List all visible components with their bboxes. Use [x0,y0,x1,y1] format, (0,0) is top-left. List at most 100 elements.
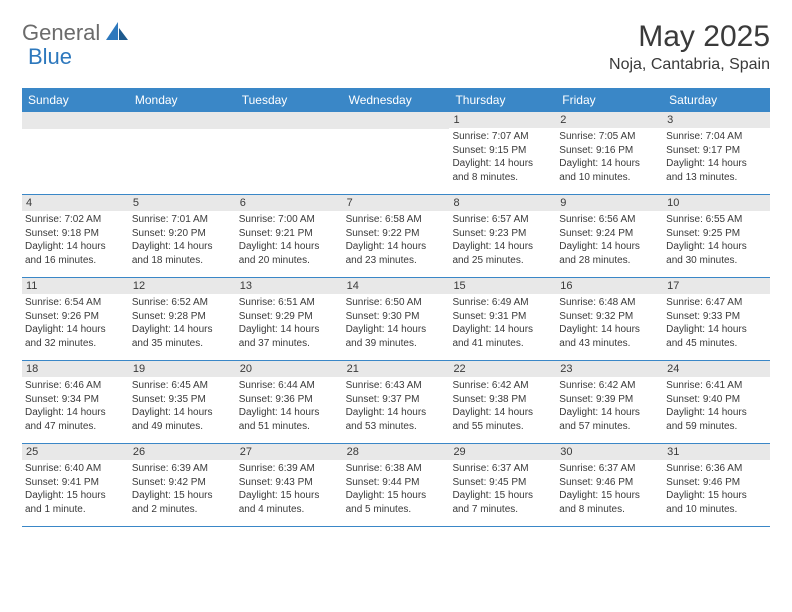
calendar-day: 26Sunrise: 6:39 AMSunset: 9:42 PMDayligh… [129,444,236,526]
day-info: Sunrise: 6:46 AMSunset: 9:34 PMDaylight:… [25,379,126,433]
day-info: Sunrise: 6:37 AMSunset: 9:46 PMDaylight:… [559,462,660,516]
day-number: 30 [556,444,663,460]
day-info-line: Sunset: 9:45 PM [452,476,553,490]
weekday-sun: Sunday [22,89,129,111]
day-info: Sunrise: 6:45 AMSunset: 9:35 PMDaylight:… [132,379,233,433]
calendar-day: 19 Sunrise: 6:45 AMSunset: 9:35 PMDayligh… [129,361,236,443]
day-number: 29 [449,444,556,460]
day-info-line: Sunrise: 6:39 AM [132,462,233,476]
day-number: 9 [556,195,663,211]
day-info: Sunrise: 6:39 AMSunset: 9:42 PMDaylight:… [132,462,233,516]
calendar-day: 28Sunrise: 6:38 AMSunset: 9:44 PMDayligh… [343,444,450,526]
weekday-sat: Saturday [663,89,770,111]
calendar-day [236,112,343,194]
day-info-line: Sunrise: 6:42 AM [559,379,660,393]
calendar-day: 27Sunrise: 6:39 AMSunset: 9:43 PMDayligh… [236,444,343,526]
day-info-line: Sunset: 9:25 PM [666,227,767,241]
day-info: Sunrise: 6:36 AMSunset: 9:46 PMDaylight:… [666,462,767,516]
day-number: 1 [449,112,556,128]
day-info-line: Sunset: 9:32 PM [559,310,660,324]
day-info: Sunrise: 6:52 AMSunset: 9:28 PMDaylight:… [132,296,233,350]
day-info-line: Sunrise: 6:58 AM [346,213,447,227]
calendar-day: 4Sunrise: 7:02 AMSunset: 9:18 PMDaylight… [22,195,129,277]
calendar-day: 16Sunrise: 6:48 AMSunset: 9:32 PMDayligh… [556,278,663,360]
calendar-day: 12 Sunrise: 6:52 AMSunset: 9:28 PMDayligh… [129,278,236,360]
calendar-day: 11 Sunrise: 6:54 AMSunset: 9:26 PMDayligh… [22,278,129,360]
day-info-line: Sunset: 9:26 PM [25,310,126,324]
day-info-line: and 57 minutes. [559,420,660,434]
day-number: 12 [129,278,236,294]
day-info-line: and 59 minutes. [666,420,767,434]
day-info: Sunrise: 6:58 AMSunset: 9:22 PMDaylight:… [346,213,447,267]
day-info-line: Sunrise: 6:37 AM [559,462,660,476]
day-number: 27 [236,444,343,460]
day-info-line: and 25 minutes. [452,254,553,268]
calendar-day: 10Sunrise: 6:55 AMSunset: 9:25 PMDayligh… [663,195,770,277]
logo-blue-text: Blue [28,44,72,70]
calendar-day: 21Sunrise: 6:43 AMSunset: 9:37 PMDayligh… [343,361,450,443]
day-number: 13 [236,278,343,294]
day-info-line: Daylight: 14 hours [666,323,767,337]
day-info-line: Daylight: 14 hours [452,323,553,337]
calendar-week: 18Sunrise: 6:46 AMSunset: 9:34 PMDayligh… [22,360,770,443]
day-info-line: Daylight: 14 hours [25,240,126,254]
day-info: Sunrise: 6:41 AMSunset: 9:40 PMDaylight:… [666,379,767,433]
day-info-line: Daylight: 14 hours [239,240,340,254]
day-info-line: Sunrise: 7:02 AM [25,213,126,227]
day-info-line: Daylight: 14 hours [559,157,660,171]
day-info-line: Daylight: 15 hours [25,489,126,503]
day-number: 28 [343,444,450,460]
day-info: Sunrise: 6:44 AMSunset: 9:36 PMDaylight:… [239,379,340,433]
calendar-day: 1Sunrise: 7:07 AMSunset: 9:15 PMDaylight… [449,112,556,194]
day-number: 19 [129,361,236,377]
day-info-line: Daylight: 15 hours [559,489,660,503]
day-number: 3 [663,112,770,128]
weekday-wed: Wednesday [343,89,450,111]
logo-sail-icon [106,22,128,45]
day-info-line: Sunset: 9:24 PM [559,227,660,241]
day-info-line: Sunrise: 6:51 AM [239,296,340,310]
day-info: Sunrise: 7:05 AMSunset: 9:16 PMDaylight:… [559,130,660,184]
day-info-line: Sunset: 9:16 PM [559,144,660,158]
day-number: 23 [556,361,663,377]
day-info-line: Sunset: 9:33 PM [666,310,767,324]
day-info-line: Daylight: 14 hours [132,323,233,337]
day-info-line: Daylight: 14 hours [559,240,660,254]
day-info-line: Daylight: 15 hours [239,489,340,503]
day-info-line: Sunset: 9:37 PM [346,393,447,407]
calendar-day [22,112,129,194]
day-info-line: and 23 minutes. [346,254,447,268]
day-info-line: and 39 minutes. [346,337,447,351]
day-info-line: and 1 minute. [25,503,126,517]
calendar-week: 4Sunrise: 7:02 AMSunset: 9:18 PMDaylight… [22,194,770,277]
day-info-line: Sunset: 9:43 PM [239,476,340,490]
day-info-line: Sunset: 9:23 PM [452,227,553,241]
day-info-line: Daylight: 15 hours [132,489,233,503]
day-info-line: and 47 minutes. [25,420,126,434]
day-number: 7 [343,195,450,211]
day-info: Sunrise: 6:37 AMSunset: 9:45 PMDaylight:… [452,462,553,516]
day-info-line: and 16 minutes. [25,254,126,268]
calendar-day: 18Sunrise: 6:46 AMSunset: 9:34 PMDayligh… [22,361,129,443]
calendar-bottom-border [22,526,770,527]
day-info-line: and 28 minutes. [559,254,660,268]
day-info-line: Daylight: 14 hours [666,157,767,171]
day-number: 11 [22,278,129,294]
calendar-day: 25Sunrise: 6:40 AMSunset: 9:41 PMDayligh… [22,444,129,526]
day-info-line: and 49 minutes. [132,420,233,434]
day-info: Sunrise: 6:55 AMSunset: 9:25 PMDaylight:… [666,213,767,267]
day-info: Sunrise: 6:54 AMSunset: 9:26 PMDaylight:… [25,296,126,350]
calendar: Sunday Monday Tuesday Wednesday Thursday… [22,88,770,527]
day-info-line: and 13 minutes. [666,171,767,185]
day-info-line: Sunrise: 6:54 AM [25,296,126,310]
day-info-line: and 45 minutes. [666,337,767,351]
day-info: Sunrise: 6:42 AMSunset: 9:39 PMDaylight:… [559,379,660,433]
calendar-day: 15Sunrise: 6:49 AMSunset: 9:31 PMDayligh… [449,278,556,360]
day-info: Sunrise: 6:49 AMSunset: 9:31 PMDaylight:… [452,296,553,350]
day-info-line: Sunset: 9:15 PM [452,144,553,158]
day-info: Sunrise: 6:51 AMSunset: 9:29 PMDaylight:… [239,296,340,350]
day-info-line: and 8 minutes. [559,503,660,517]
day-info: Sunrise: 6:43 AMSunset: 9:37 PMDaylight:… [346,379,447,433]
day-info-line: and 20 minutes. [239,254,340,268]
day-info-line: Sunrise: 6:47 AM [666,296,767,310]
